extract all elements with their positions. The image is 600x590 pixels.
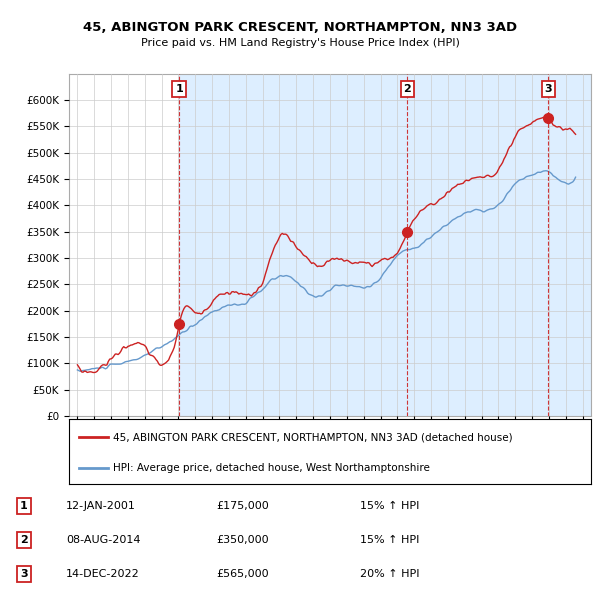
Text: 45, ABINGTON PARK CRESCENT, NORTHAMPTON, NN3 3AD (detached house): 45, ABINGTON PARK CRESCENT, NORTHAMPTON,… <box>113 432 513 442</box>
Text: 15% ↑ HPI: 15% ↑ HPI <box>360 501 419 510</box>
Text: 3: 3 <box>544 84 552 94</box>
Text: 45, ABINGTON PARK CRESCENT, NORTHAMPTON, NN3 3AD: 45, ABINGTON PARK CRESCENT, NORTHAMPTON,… <box>83 21 517 34</box>
Text: 14-DEC-2022: 14-DEC-2022 <box>66 569 140 579</box>
Text: 3: 3 <box>20 569 28 579</box>
Text: £175,000: £175,000 <box>216 501 269 510</box>
Bar <box>548 74 591 416</box>
Bar <box>179 74 407 416</box>
Text: 1: 1 <box>20 501 28 510</box>
Text: 1: 1 <box>175 84 183 94</box>
Text: 08-AUG-2014: 08-AUG-2014 <box>66 535 140 545</box>
Text: £565,000: £565,000 <box>216 569 269 579</box>
Text: Price paid vs. HM Land Registry's House Price Index (HPI): Price paid vs. HM Land Registry's House … <box>140 38 460 48</box>
Text: £350,000: £350,000 <box>216 535 269 545</box>
Text: HPI: Average price, detached house, West Northamptonshire: HPI: Average price, detached house, West… <box>113 463 430 473</box>
Bar <box>407 74 548 416</box>
Text: 2: 2 <box>20 535 28 545</box>
Text: 2: 2 <box>404 84 412 94</box>
Text: 15% ↑ HPI: 15% ↑ HPI <box>360 535 419 545</box>
Text: 20% ↑ HPI: 20% ↑ HPI <box>360 569 419 579</box>
Text: 12-JAN-2001: 12-JAN-2001 <box>66 501 136 510</box>
